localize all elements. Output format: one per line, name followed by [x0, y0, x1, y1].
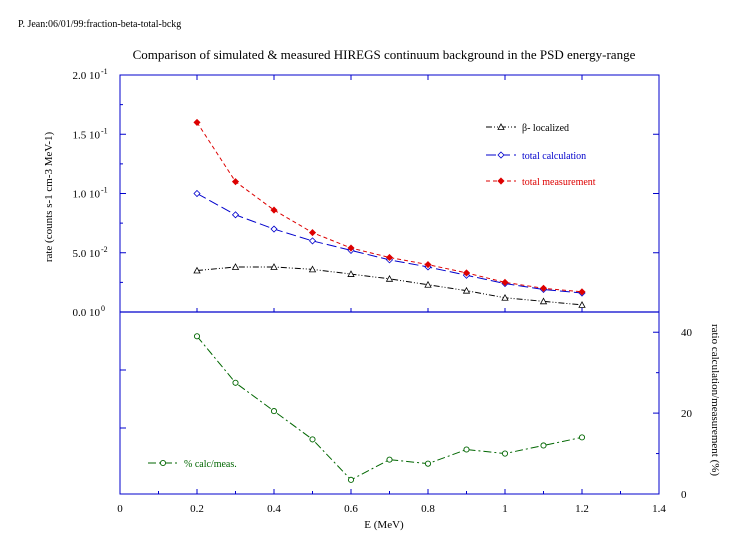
legend-entry: total measurement	[486, 177, 596, 188]
legend: β- localized total calculation total measu…	[148, 123, 596, 470]
x-tick-label: 0.2	[190, 503, 204, 515]
data-point	[231, 211, 240, 219]
data-point	[497, 177, 505, 185]
y-tick-exponent-top: -1	[101, 186, 108, 195]
data-point	[424, 280, 432, 288]
x-tick-label: 0.6	[344, 503, 358, 515]
y-tick-label-bottom: 20	[681, 408, 693, 420]
data-point	[270, 263, 278, 270]
series--calc-meas-	[193, 333, 586, 483]
y-tick-label-top: 1.5 10	[73, 129, 101, 141]
data-point	[309, 436, 316, 443]
y-tick-label-top: 2.0 10	[73, 70, 101, 82]
data-point	[424, 261, 432, 269]
x-axis-label: E (MeV)	[364, 519, 404, 531]
y-tick-label-bottom: 0	[681, 489, 687, 501]
y-tick-label-top: 1.0 10	[73, 189, 101, 201]
y-tick-exponent-top: -2	[101, 245, 108, 254]
series-line	[196, 335, 583, 481]
x-tick-label: 1.4	[652, 503, 666, 515]
legend-label: % calc/meas.	[184, 459, 237, 470]
series-total-measurement	[193, 118, 586, 296]
y-axis-bottom: 0 20 40	[120, 327, 693, 501]
legend-label: total measurement	[522, 177, 596, 188]
x-tick-label: 0.4	[267, 503, 281, 515]
series-layer	[193, 118, 586, 483]
data-point	[462, 269, 471, 277]
data-point	[385, 274, 394, 282]
plot-frame	[119, 74, 660, 495]
data-point	[193, 266, 201, 274]
data-point	[578, 288, 586, 296]
legend-label: β- localized	[522, 123, 569, 134]
x-axis: 0 0.2 0.4 0.6 0.8 1 1.2 1.4	[117, 75, 666, 515]
legend-label: total calculation	[522, 151, 586, 162]
data-point	[497, 123, 505, 130]
data-point	[386, 456, 393, 463]
y-tick-exponent-top: -1	[101, 67, 108, 76]
data-point	[539, 284, 548, 292]
data-point	[578, 301, 586, 308]
data-point	[501, 450, 509, 457]
x-tick-label: 0.8	[421, 503, 435, 515]
data-point	[231, 178, 240, 186]
data-point	[540, 442, 547, 449]
series-line	[196, 122, 583, 293]
y-tick-exponent-top: 0	[101, 304, 105, 313]
data-point	[270, 225, 278, 233]
x-tick-label: 0	[117, 503, 123, 515]
data-point	[308, 237, 317, 245]
data-point	[232, 379, 239, 386]
data-point	[347, 244, 355, 252]
data-point	[578, 434, 586, 441]
legend-entry: total calculation	[486, 151, 586, 162]
data-point	[539, 297, 548, 305]
y-tick-label-top: 5.0 10	[73, 248, 101, 260]
y-tick-label-bottom: 40	[681, 327, 693, 339]
y-tick-exponent-top: -1	[101, 126, 108, 135]
y-axis-label-bottom: ratio calculation/measurement (%)	[709, 324, 721, 476]
data-point	[424, 460, 432, 467]
data-point	[462, 286, 471, 294]
series-line	[196, 266, 583, 306]
y-axis-top: 0.0 10 05.0 10 -21.0 10 -11.5 10 -12.0 10 -1	[73, 67, 659, 319]
data-point	[501, 278, 509, 286]
x-tick-label: 1.2	[575, 503, 589, 515]
data-point	[231, 263, 240, 270]
y-tick-label-top: 0.0 10	[73, 307, 101, 319]
data-point	[347, 270, 355, 277]
data-point	[308, 229, 317, 237]
data-point	[347, 476, 355, 483]
x-tick-label: 1	[502, 503, 508, 515]
data-point	[159, 459, 167, 467]
data-point	[501, 293, 509, 301]
data-point	[497, 151, 505, 159]
data-point	[463, 446, 470, 453]
legend-entry: β- localized	[486, 123, 569, 134]
data-point	[193, 189, 201, 198]
data-point	[193, 333, 201, 340]
y-axis-label-top: rate (counts s-1 cm-3 MeV-1)	[43, 132, 55, 263]
data-point	[308, 265, 317, 273]
legend-entry: % calc/meas.	[148, 459, 237, 470]
header-note: P. Jean:06/01/99:fraction-beta-total-bck…	[18, 19, 181, 30]
data-point	[270, 206, 278, 214]
data-point	[385, 253, 394, 262]
chart-title: Comparison of simulated & measured HIREG…	[133, 47, 636, 62]
data-point	[270, 408, 278, 415]
data-point	[193, 118, 201, 126]
series--localized	[193, 263, 586, 308]
